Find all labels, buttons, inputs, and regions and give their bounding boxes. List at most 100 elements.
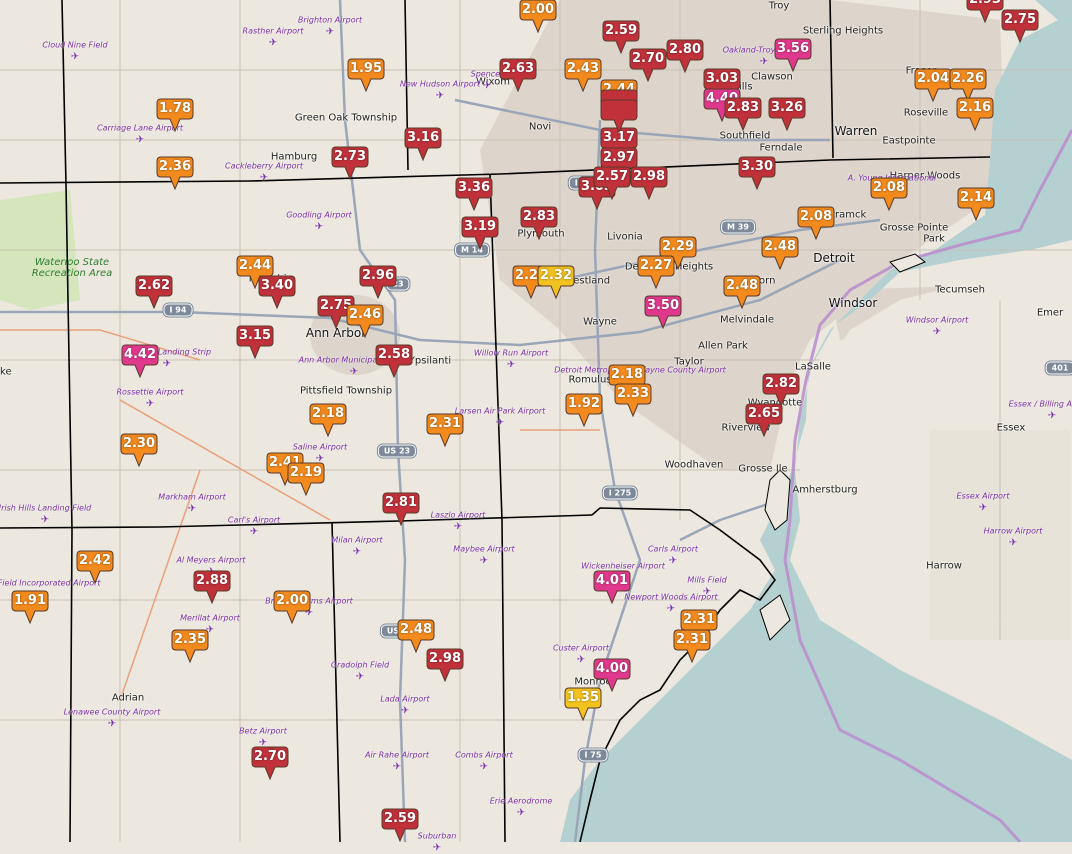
value-marker[interactable]: 3.30	[738, 156, 776, 190]
marker-pin-icon	[359, 265, 397, 299]
airport-label: Gradolph Field	[330, 660, 390, 670]
value-marker[interactable]: 2.31	[673, 629, 711, 663]
value-marker[interactable]: 2.65	[745, 403, 783, 437]
airplane-icon: ✈	[759, 56, 769, 68]
marker-value: 3.26	[770, 100, 804, 115]
value-marker[interactable]: 2.57	[593, 166, 631, 200]
value-marker[interactable]: 2.73	[331, 146, 369, 180]
value-marker[interactable]: 2.80	[666, 39, 704, 73]
value-marker[interactable]: 3.16	[404, 127, 442, 161]
value-marker[interactable]: 2.75	[317, 295, 355, 329]
highway-shield: M 39	[721, 220, 755, 234]
value-marker[interactable]: 2.75	[1001, 9, 1039, 43]
airplane-icon: ✈	[304, 607, 314, 619]
value-marker[interactable]: 2.18	[309, 403, 347, 437]
value-marker[interactable]: 2.96	[359, 265, 397, 299]
value-marker[interactable]: 2.30	[120, 433, 158, 467]
airport-label: Irish Hills Landing Field	[0, 503, 92, 513]
marker-pin-icon	[761, 236, 799, 270]
value-marker[interactable]: 2.58	[375, 344, 413, 378]
value-marker[interactable]: 2.48	[761, 236, 799, 270]
city-label: Ann Arbor	[305, 326, 367, 340]
value-marker[interactable]: 2.62	[135, 275, 173, 309]
airport-label: Brighton Airport	[297, 15, 363, 25]
airplane-icon: ✈	[268, 37, 278, 49]
marker-pin-icon	[76, 550, 114, 584]
value-marker[interactable]: 4.00	[593, 658, 631, 692]
value-marker[interactable]: 3.50	[644, 295, 682, 329]
airplane-icon: ✈	[352, 546, 362, 558]
value-marker[interactable]: 1.91	[11, 590, 49, 624]
value-marker[interactable]: 2.43	[564, 58, 602, 92]
marker-value: 2.48	[763, 239, 797, 254]
value-marker[interactable]: 4.42	[121, 344, 159, 378]
airplane-icon: ✈	[392, 761, 402, 773]
value-marker[interactable]: 2.00	[519, 0, 557, 33]
value-marker[interactable]: 2.83	[724, 97, 762, 131]
value-marker[interactable]: 1.92	[565, 393, 603, 427]
value-marker[interactable]: 2.16	[956, 97, 994, 131]
value-marker[interactable]: 3.56	[774, 38, 812, 72]
marker-value: 1.91	[13, 593, 47, 608]
value-marker[interactable]: 2.70	[629, 48, 667, 82]
value-marker[interactable]: 2.08	[797, 206, 835, 240]
marker-pin-icon	[600, 99, 638, 133]
value-marker[interactable]: 2.82	[762, 373, 800, 407]
value-marker[interactable]: 2.59	[381, 808, 419, 842]
value-marker[interactable]: 2.08	[870, 177, 908, 211]
marker-pin-icon	[236, 255, 274, 289]
value-marker[interactable]: 1.78	[156, 98, 194, 132]
value-marker[interactable]: 2.48	[397, 619, 435, 653]
marker-pin-icon	[956, 97, 994, 131]
value-marker[interactable]: 1.95	[347, 58, 385, 92]
value-marker[interactable]: 2.36	[156, 156, 194, 190]
value-marker[interactable]: 2.70	[251, 746, 289, 780]
city-label: Westland	[563, 275, 611, 287]
value-marker[interactable]: 2.27	[637, 255, 675, 289]
value-marker[interactable]: 2.88	[193, 570, 231, 604]
airplane-icon: ✈	[314, 221, 324, 233]
value-marker[interactable]: 2.98	[630, 166, 668, 200]
value-marker[interactable]: 3.19	[461, 216, 499, 250]
value-marker[interactable]: 1.35	[564, 687, 602, 721]
value-marker[interactable]: 2.32	[537, 265, 575, 299]
value-marker[interactable]: 2.48	[723, 275, 761, 309]
value-marker[interactable]: 3.40	[258, 275, 296, 309]
value-marker[interactable]: 2.29	[659, 236, 697, 270]
value-marker[interactable]	[600, 99, 638, 133]
value-marker[interactable]: 2.44	[236, 255, 274, 289]
value-marker[interactable]: 2.46	[346, 304, 384, 338]
value-marker[interactable]: 2.42	[76, 550, 114, 584]
city-label: Tecumseh	[935, 284, 985, 296]
city-label: Park	[923, 233, 945, 245]
value-marker[interactable]: 2.63	[499, 58, 537, 92]
marker-pin-icon	[724, 97, 762, 131]
value-marker[interactable]: 3.36	[455, 177, 493, 211]
value-marker[interactable]: 2.33	[614, 383, 652, 417]
value-marker[interactable]: 2.31	[426, 413, 464, 447]
value-marker[interactable]: 2.59	[602, 20, 640, 54]
marker-value: 1.78	[158, 101, 192, 116]
value-marker[interactable]: 2.98	[426, 648, 464, 682]
airplane-icon: ✈	[932, 326, 942, 338]
airplane-icon: ✈	[258, 737, 268, 749]
value-marker[interactable]: 2.97	[600, 147, 638, 181]
airplane-icon: ✈	[107, 718, 117, 730]
value-marker[interactable]: 2.83	[520, 206, 558, 240]
value-marker[interactable]: 2.35	[171, 629, 209, 663]
city-label: Woodhaven	[664, 459, 724, 471]
value-marker[interactable]: 2.00	[273, 590, 311, 624]
value-marker[interactable]: 2.14	[957, 187, 995, 221]
value-marker[interactable]: 2.81	[382, 492, 420, 526]
value-marker[interactable]: 2.26	[949, 68, 987, 102]
airport-label: Laszlo Airport	[430, 510, 486, 520]
value-marker[interactable]: 3.26	[768, 97, 806, 131]
marker-pin-icon	[537, 265, 575, 299]
value-marker[interactable]: 2.04	[914, 68, 952, 102]
value-marker[interactable]: 2.19	[287, 462, 325, 496]
marker-value: 2.75	[319, 298, 353, 313]
value-marker[interactable]: 3.15	[236, 325, 274, 359]
value-marker[interactable]: 4.01	[593, 570, 631, 604]
value-marker[interactable]: 2.93	[966, 0, 1004, 23]
